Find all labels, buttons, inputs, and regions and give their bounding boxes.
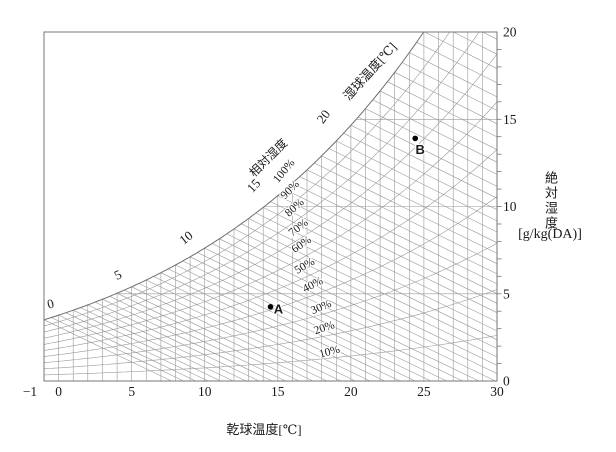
point-B-label: B [416,142,425,157]
wet-bulb-line [358,116,498,187]
rh-curve-20 [43,289,498,370]
x-tick-label--1: −1 [23,384,37,399]
saturation-curve [43,31,425,321]
rh-curve-30 [43,242,498,363]
wet-bulb-line [182,260,431,382]
x-tick-label-25: 25 [417,384,431,399]
point-A-label: A [274,301,284,316]
rh-curve-50 [43,149,498,351]
wet-bulb-tick-label-0: 0 [45,296,55,312]
wet-bulb-line [292,182,498,285]
x-tick-label-5: 5 [128,384,135,399]
wet-bulb-line [401,62,498,111]
wet-bulb-line [94,301,260,382]
x-tick-label-30: 30 [490,384,504,399]
wet-bulb-line [299,176,498,275]
wet-bulb-line [204,247,480,382]
wet-bulb-tick-label-5: 5 [112,267,124,283]
wet-bulb-line [80,307,234,382]
point-A-marker [267,304,274,310]
plot-frame [43,31,498,382]
wet-bulb-line [314,162,498,254]
rh-curve-90 [43,32,450,327]
wet-bulb-line [58,314,196,382]
rh-curve-10 [43,335,498,376]
wet-bulb-line [482,31,498,40]
rh-curve-70 [43,53,498,339]
wet-bulb-line [255,212,498,332]
wet-bulb-line [424,31,498,69]
wet-bulb-line [241,223,498,349]
wet-bulb-line [350,124,498,199]
wet-bulb-tick-label-20: 20 [313,107,333,126]
wet-bulb-line [168,268,401,382]
wet-bulb-line [109,296,286,382]
wet-bulb-line [365,108,498,175]
wet-bulb-line [248,218,498,341]
x-tick-label-20: 20 [344,384,358,399]
wet-bulb-line [372,99,498,163]
wet-bulb-line [43,319,172,382]
wet-bulb-line [102,298,273,382]
y-axis-unit-label: [g/kg(DA)] [518,227,582,242]
rh-curve-80 [43,32,479,333]
wet-bulb-line [379,90,498,150]
y-tick-label-20: 20 [503,25,517,40]
wet-bulb-line [416,41,498,84]
rh-curve-60 [43,101,498,345]
x-tick-label-0: 0 [55,384,62,399]
wet-bulb-line [131,286,328,382]
wet-bulb-line [175,264,416,382]
wet-bulb-line [270,201,498,313]
wet-bulb-line [124,289,314,382]
wet-bulb-line [233,228,498,358]
wet-bulb-line [211,243,496,382]
wet-bulb-line [197,252,463,382]
wet-bulb-line [284,189,498,294]
wet-bulb-line [394,72,498,125]
wet-bulb-line [321,155,498,244]
wet-bulb-line [336,140,498,222]
wet-bulb-line [146,279,356,382]
y-tick-label-0: 0 [503,374,510,389]
wet-bulb-line [328,148,498,233]
wet-bulb-line [153,276,371,382]
wet-bulb-line [65,312,209,382]
wet-bulb-line [160,272,385,382]
x-tick-label-15: 15 [271,384,285,399]
wet-bulb-line [306,169,498,264]
wet-bulb-line [219,238,498,374]
wet-bulb-line [73,309,221,382]
wet-bulb-line [189,256,447,382]
y-tick-label-15: 15 [503,112,517,127]
wet-bulb-line [453,31,498,55]
wet-bulb-line [87,304,247,382]
x-axis-title: 乾球温度[℃] [226,422,302,437]
wet-bulb-line [277,195,498,304]
wet-bulb-line [116,292,300,382]
y-tick-label-5: 5 [503,286,510,301]
wet-bulb-line [263,207,498,323]
wet-bulb-line [409,52,498,98]
wet-bulb-line [387,81,498,138]
y-tick-label-10: 10 [503,199,517,214]
wet-bulb-line [138,283,342,382]
rh-curve-40 [43,196,498,357]
wet-bulb-line [343,132,498,210]
wet-bulb-tick-label-10: 10 [176,228,195,248]
x-tick-label-10: 10 [198,384,212,399]
wet-bulb-line [226,233,498,366]
point-B-marker [412,135,419,142]
y-axis-title: 絶対湿度 [543,171,558,231]
wet-bulb-line [51,317,184,382]
